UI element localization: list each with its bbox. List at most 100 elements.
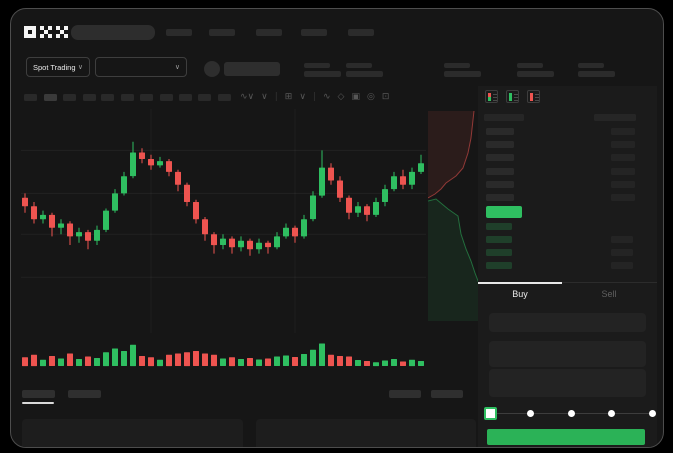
timeframe-button[interactable]	[63, 94, 76, 101]
volume-bar	[157, 359, 163, 367]
bid-price-placeholder	[486, 249, 512, 256]
timeframe-button[interactable]	[198, 94, 211, 101]
timeframe-button[interactable]	[121, 94, 134, 101]
volume-bar	[112, 348, 118, 366]
timeframe-button[interactable]	[160, 94, 173, 101]
screenshot-icon[interactable]: ▣	[351, 92, 360, 102]
annotation-icon[interactable]: ◇	[337, 92, 345, 102]
volume-bar	[193, 351, 199, 366]
depth-bids-curve	[428, 198, 481, 287]
slider-stop[interactable]	[608, 410, 615, 417]
volume-bar	[256, 359, 262, 366]
volume-bar	[292, 357, 298, 366]
timeframe-button[interactable]	[101, 94, 114, 101]
depth-overlay	[428, 111, 481, 321]
candle-body	[175, 171, 181, 185]
volume-bar	[49, 356, 55, 366]
combined-book-icon[interactable]	[485, 90, 498, 103]
indicators-icon[interactable]: ∿∨	[240, 92, 255, 102]
bottom-tab-placeholder[interactable]	[22, 390, 55, 398]
ask-amount-placeholder	[611, 194, 635, 201]
timeframe-button[interactable]	[83, 94, 96, 101]
bottom-action-placeholder[interactable]	[389, 390, 421, 398]
volume-bar	[229, 357, 235, 367]
chevron-down-icon[interactable]: ∨	[299, 92, 306, 102]
volume-bar	[355, 360, 361, 366]
buy-submit-button[interactable]	[487, 429, 645, 445]
tab-sell[interactable]: Sell	[601, 289, 617, 299]
nav-item-placeholder[interactable]	[256, 29, 282, 36]
candle-body	[319, 167, 325, 196]
timeframe-button[interactable]	[179, 94, 192, 101]
stat-value-placeholder	[578, 71, 615, 77]
bottom-tab-placeholder[interactable]	[68, 390, 101, 398]
volume-bar	[247, 358, 253, 366]
book-line	[535, 100, 539, 101]
chart-tools: ∿∨ ∨ | ⊞ ∨ | ∿ ◇ ▣ ◎ ⊡	[240, 89, 389, 105]
bid-amount-placeholder	[611, 249, 633, 256]
timeframe-button[interactable]	[140, 94, 153, 101]
slider-stop[interactable]	[527, 410, 534, 417]
candle-body	[184, 184, 190, 202]
tab-buy[interactable]: Buy	[512, 289, 528, 299]
candle-body	[265, 242, 271, 248]
volume-bar	[382, 360, 388, 366]
chevron-down-icon[interactable]: ∨	[261, 92, 268, 102]
candle-body	[355, 206, 361, 213]
trade-input-placeholder[interactable]	[489, 313, 646, 332]
ask-bar	[488, 93, 491, 97]
timeframe-button[interactable]	[24, 94, 37, 101]
volume-bar	[139, 356, 145, 366]
slider-stop[interactable]	[568, 410, 575, 417]
pair-coin-icon	[204, 61, 220, 77]
candle-body	[40, 214, 46, 220]
candle-body	[364, 206, 370, 215]
volume-bar	[202, 353, 208, 366]
ask-amount-placeholder	[611, 180, 635, 188]
book-line	[493, 94, 497, 95]
bottom-action-placeholder[interactable]	[431, 390, 463, 398]
settings-icon[interactable]: ◎	[366, 92, 375, 102]
trade-input-placeholder[interactable]	[489, 369, 646, 397]
nav-item-placeholder[interactable]	[209, 29, 235, 36]
stat-label-placeholder	[444, 63, 470, 68]
pair-dropdown[interactable]: ∨	[95, 57, 187, 77]
orderbook-header-price	[484, 114, 524, 121]
slider-stop[interactable]	[649, 410, 656, 417]
book-line	[535, 94, 539, 95]
ask-price-placeholder	[486, 141, 514, 149]
volume-bar	[184, 352, 190, 367]
volume-bar	[67, 353, 73, 366]
nav-item-placeholder[interactable]	[348, 29, 374, 36]
ask-amount-placeholder	[611, 167, 635, 175]
stat-value-placeholder	[304, 71, 341, 77]
candle-body	[85, 232, 91, 241]
layout-icon[interactable]: ⊞	[284, 92, 293, 102]
ask-price-placeholder	[486, 180, 514, 188]
nav-item-placeholder[interactable]	[166, 29, 192, 36]
volume-bar	[85, 356, 91, 366]
app-window: Spot Trading ∨ ∨ ∿∨ ∨ | ⊞ ∨ | ∿ ◇ ▣ ◎ ⊡ Buy Sell	[10, 8, 664, 448]
trade-input-placeholder[interactable]	[489, 341, 646, 367]
market-type-dropdown[interactable]: Spot Trading ∨	[26, 57, 90, 77]
timeframe-button[interactable]	[218, 94, 231, 101]
chevron-down-icon: ∨	[77, 63, 83, 71]
fullscreen-icon[interactable]: ⊡	[381, 92, 390, 102]
volume-bar	[274, 356, 280, 366]
asks-bar	[530, 93, 533, 101]
ask-price-placeholder	[486, 194, 514, 201]
slider-handle[interactable]	[484, 407, 497, 420]
volume-bar	[391, 359, 397, 366]
volume-bar	[319, 343, 325, 366]
active-tab-underline	[22, 402, 54, 404]
timeframe-button[interactable]	[44, 94, 57, 101]
stat-value-placeholder	[517, 71, 554, 77]
nav-item-placeholder[interactable]	[301, 29, 327, 36]
search-input[interactable]	[71, 25, 155, 40]
candle-body	[211, 234, 217, 246]
candlestick-chart[interactable]	[21, 109, 426, 333]
bids-only-icon[interactable]	[506, 90, 519, 103]
volume-bar	[364, 361, 370, 366]
asks-only-icon[interactable]	[527, 90, 540, 103]
trendline-icon[interactable]: ∿	[322, 92, 331, 102]
